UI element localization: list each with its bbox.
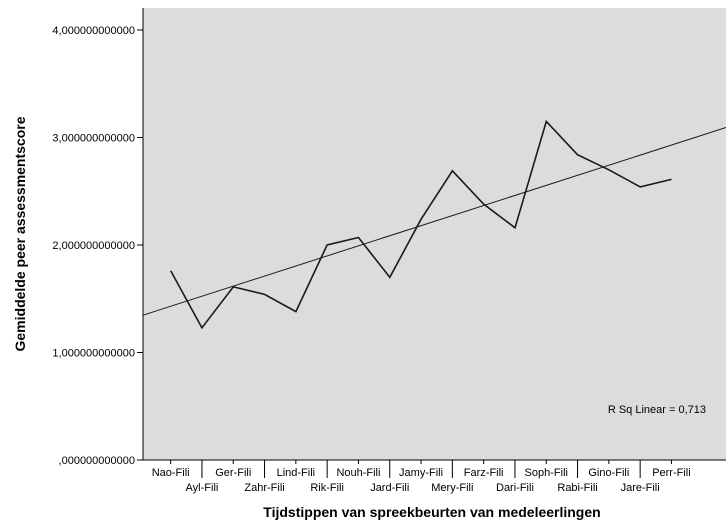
x-axis: Nao-Fili Ayl-Fili Ger-Fili Zahr-Fili Lind-Fi… xyxy=(143,459,726,494)
x-tick-label: Farz-Fili xyxy=(464,467,504,479)
x-axis-title: Tijdstippen van spreekbeurten van medele… xyxy=(263,504,600,520)
plot-area xyxy=(143,8,726,460)
x-tick-label: Nao-Fili xyxy=(152,467,190,479)
y-axis-title: Gemiddelde peer assessmentscore xyxy=(12,116,28,351)
x-tick-label: Gino-Fili xyxy=(588,467,629,479)
r-squared-annotation: R Sq Linear = 0,713 xyxy=(608,404,706,416)
x-tick-label: Rik-Fili xyxy=(310,482,344,494)
y-tick-label: 3,000000000000 xyxy=(52,133,135,145)
y-tick-label: 2,000000000000 xyxy=(52,240,135,252)
x-tick-label: Zahr-Fili xyxy=(244,482,284,494)
x-tick-label: Lind-Fili xyxy=(277,467,316,479)
x-tick-label: Rabi-Fili xyxy=(557,482,597,494)
x-tick-label: Jamy-Fili xyxy=(399,467,443,479)
x-tick-label: Soph-Fili xyxy=(525,467,568,479)
y-tick-label: 1,000000000000 xyxy=(52,348,135,360)
x-tick-label: Mery-Fili xyxy=(431,482,473,494)
x-tick-label: Ayl-Fili xyxy=(186,482,219,494)
x-tick-label: Dari-Fili xyxy=(496,482,534,494)
fit-line xyxy=(142,127,726,316)
y-tick-label: 4,000000000000 xyxy=(52,25,135,37)
series-line xyxy=(169,119,672,330)
x-tick-label: Jare-Fili xyxy=(621,482,660,494)
x-tick-label: Ger-Fili xyxy=(215,467,251,479)
x-tick-label: Jard-Fili xyxy=(370,482,409,494)
x-tick-label: Nouh-Fili xyxy=(336,467,380,479)
x-tick-label: Perr-Fili xyxy=(652,467,691,479)
y-tick-label: ,000000000000 xyxy=(59,455,135,467)
y-axis: ,000000000000 1,000000000000 2,00000000000… xyxy=(52,8,144,467)
